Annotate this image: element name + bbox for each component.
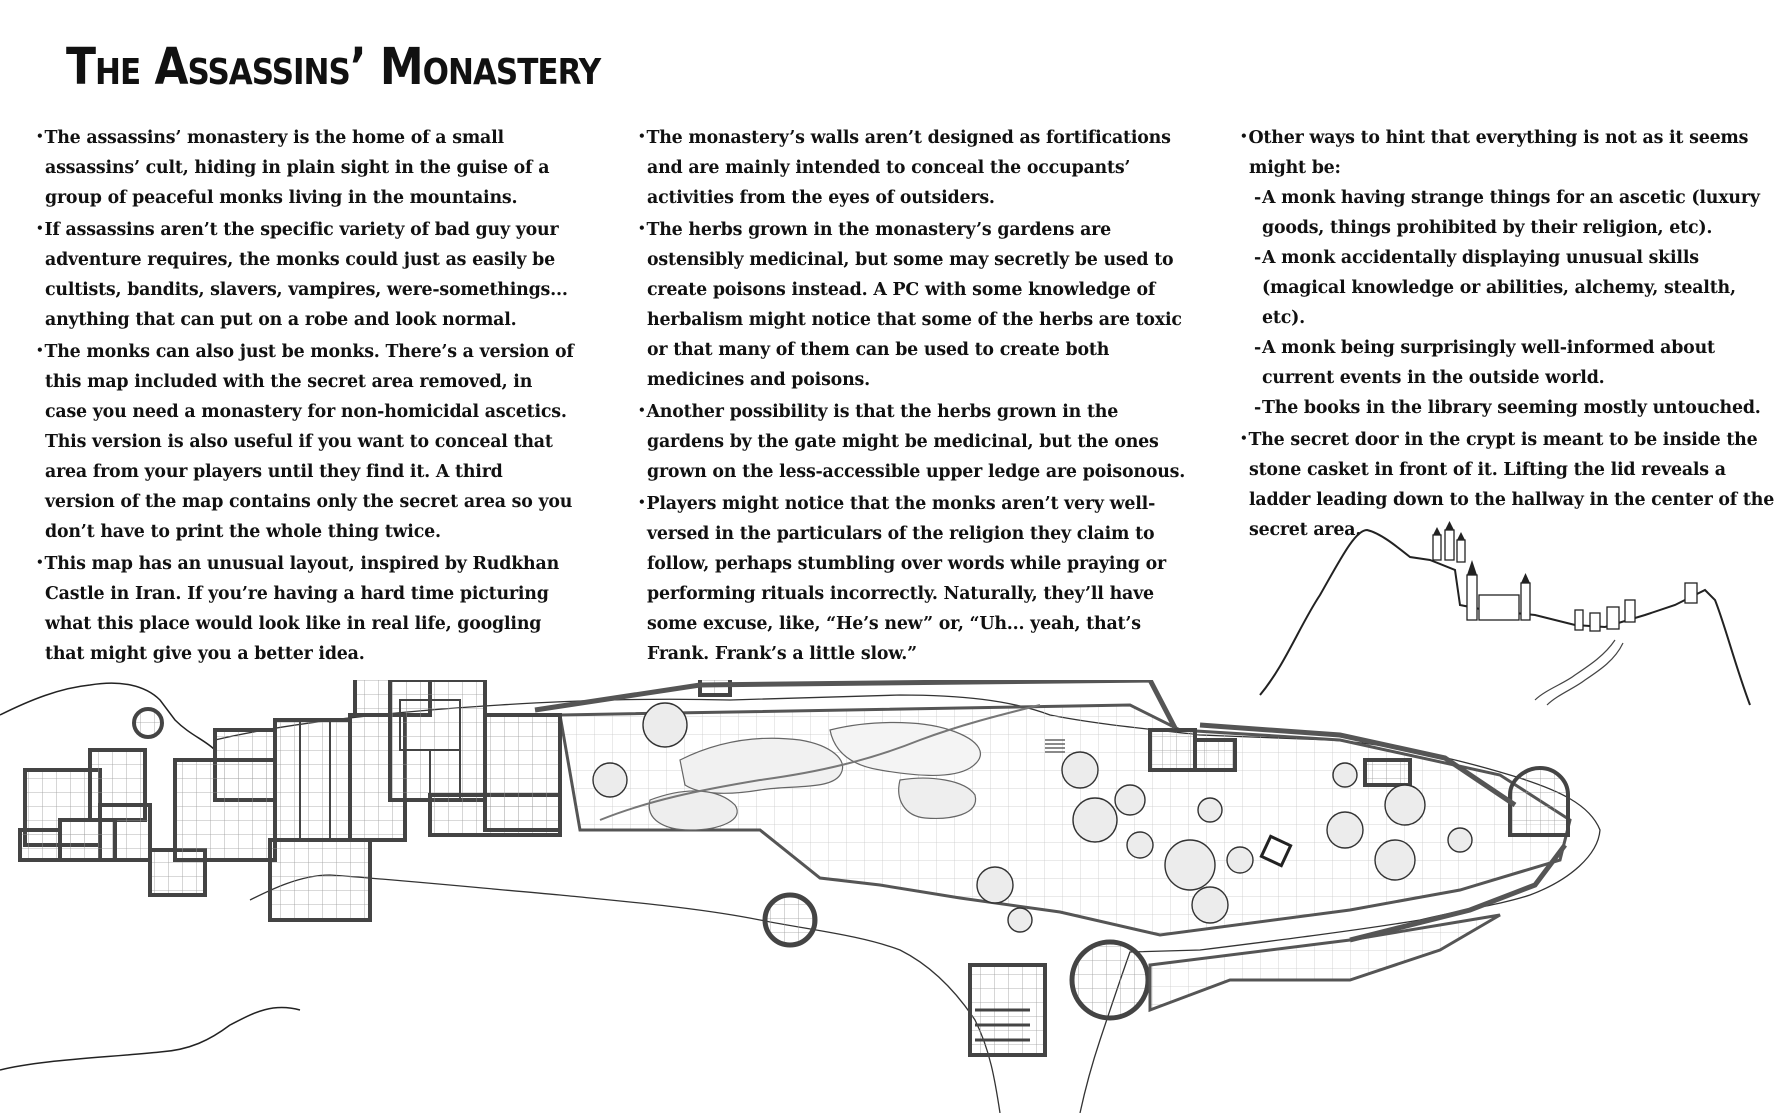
item-text: A monk being surprisingly well-informed … xyxy=(1262,338,1715,388)
monastery-interior-walls xyxy=(299,699,461,840)
round-tower-west xyxy=(132,707,164,739)
page-title: The Assassins’ Monastery xyxy=(66,38,601,97)
southeast-round-tower xyxy=(1069,939,1151,1021)
item-text: A monk having strange things for an asce… xyxy=(1262,188,1760,238)
castle-towers xyxy=(1432,529,1698,632)
dash-item: -A monk being surprisingly well-informed… xyxy=(1240,333,1780,393)
bullet-item: •Players might notice that the monks are… xyxy=(638,487,1198,669)
item-text: The monks can also just be monks. There’… xyxy=(44,342,574,542)
item-text: The books in the library seeming mostly … xyxy=(1262,398,1761,418)
herb-gardens xyxy=(648,721,981,831)
mountain-outline xyxy=(1259,528,1751,706)
item-text: The monastery’s walls aren’t designed as… xyxy=(646,128,1171,208)
dash-marker: - xyxy=(1254,188,1262,208)
bullet-marker: • xyxy=(638,221,646,235)
castle-roofs xyxy=(1433,521,1530,583)
item-text: Players might notice that the monks aren… xyxy=(646,494,1166,664)
item-text: The assassins’ monastery is the home of … xyxy=(44,128,550,208)
bullet-marker: • xyxy=(638,129,646,143)
dash-item: -A monk having strange things for an asc… xyxy=(1240,183,1780,243)
stream xyxy=(599,704,1041,821)
bullet-item: •The assassins’ monastery is the home of… xyxy=(36,121,576,213)
cliff-outline-west xyxy=(0,682,301,1071)
monastery-map xyxy=(0,680,1601,1113)
mountain-castle-sketch xyxy=(1259,521,1751,706)
dash-item: -The books in the library seeming mostly… xyxy=(1240,393,1780,423)
dash-marker: - xyxy=(1254,338,1262,358)
river-path xyxy=(1534,639,1624,706)
bullet-marker: • xyxy=(36,221,44,235)
west-building xyxy=(18,748,207,897)
item-text: Other ways to hint that everything is no… xyxy=(1248,128,1749,178)
item-text: The secret door in the crypt is meant to… xyxy=(1248,430,1775,540)
bullet-item: •Another possibility is that the herbs g… xyxy=(638,395,1198,487)
bullet-marker: • xyxy=(638,403,646,417)
dash-item: -A monk accidentally displaying unusual … xyxy=(1240,243,1780,333)
shrine xyxy=(1259,834,1293,868)
bullet-item: •The monastery’s walls aren’t designed a… xyxy=(638,121,1198,213)
dash-marker: - xyxy=(1254,248,1262,268)
outer-walls xyxy=(534,680,1567,943)
east-buildings xyxy=(1148,728,1412,787)
south-round-tower xyxy=(762,892,818,948)
bullet-marker: • xyxy=(36,343,44,357)
bullet-item: •The herbs grown in the monastery’s gard… xyxy=(638,213,1198,395)
item-text: If assassins aren’t the specific variety… xyxy=(44,220,568,330)
item-text: A monk accidentally displaying unusual s… xyxy=(1262,248,1736,328)
item-text: This map has an unusual layout, inspired… xyxy=(44,554,560,664)
stairs xyxy=(1045,739,1065,753)
bullet-item: •This map has an unusual layout, inspire… xyxy=(36,547,576,669)
bullet-item: •If assassins aren’t the specific variet… xyxy=(36,213,576,335)
bullet-marker: • xyxy=(36,555,44,569)
bullet-marker: • xyxy=(1240,129,1248,143)
bullet-item: •The monks can also just be monks. There… xyxy=(36,335,576,547)
text-column-3: •Other ways to hint that everything is n… xyxy=(1240,121,1780,545)
dash-marker: - xyxy=(1254,398,1262,418)
bullet-item: •Other ways to hint that everything is n… xyxy=(1240,121,1780,183)
bullet-marker: • xyxy=(638,495,646,509)
bullet-marker: • xyxy=(36,129,44,143)
bullet-item: •The secret door in the crypt is meant t… xyxy=(1240,423,1780,545)
item-text: Another possibility is that the herbs gr… xyxy=(646,402,1186,482)
south-building-benches xyxy=(975,1008,1030,1042)
monastery-main xyxy=(173,680,562,922)
text-column-1: •The assassins’ monastery is the home of… xyxy=(36,121,576,669)
bullet-marker: • xyxy=(1240,431,1248,445)
text-column-2: •The monastery’s walls aren’t designed a… xyxy=(638,121,1198,669)
east-round-tower xyxy=(1508,765,1570,837)
trees xyxy=(592,702,1473,933)
item-text: The herbs grown in the monastery’s garde… xyxy=(646,220,1182,390)
